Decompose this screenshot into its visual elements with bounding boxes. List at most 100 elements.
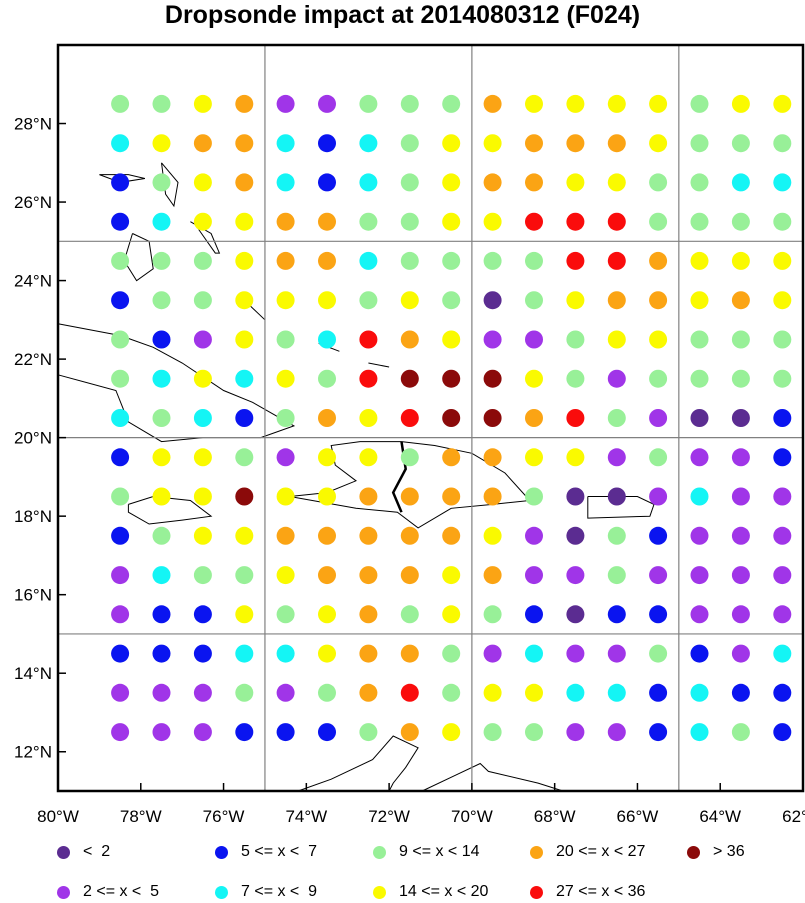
impact-dot: [276, 330, 295, 349]
impact-dot: [276, 644, 295, 663]
impact-dot: [649, 409, 668, 427]
impact-dot: [442, 683, 461, 702]
andros-coastline: [123, 233, 154, 282]
impact-dot: [152, 644, 171, 663]
impact-dot: [690, 644, 709, 663]
legend-label: 14 <= x < 20: [399, 883, 489, 900]
impact-dot: [773, 566, 792, 585]
impact-dot: [773, 330, 792, 349]
impact-dot: [442, 409, 461, 427]
impact-dot: [193, 526, 212, 545]
impact-dot: [152, 605, 171, 624]
impact-dot: [607, 94, 626, 113]
impact-dot: [235, 212, 254, 231]
impact-dot: [731, 330, 750, 349]
impact-dot: [235, 526, 254, 545]
impact-dot: [525, 605, 543, 624]
impact-dot: [649, 683, 668, 702]
impact-dot: [193, 683, 212, 702]
legend-swatch: [687, 845, 700, 859]
impact-dot: [442, 94, 461, 113]
impact-dot: [442, 134, 461, 153]
impact-dot: [607, 683, 626, 702]
impact-dot: [152, 487, 171, 506]
legend-swatch: [215, 885, 228, 899]
impact-dot: [400, 369, 419, 388]
impact-dot: [111, 94, 130, 113]
impact-dot: [359, 448, 378, 467]
impact-dot: [607, 369, 626, 388]
impact-dot: [566, 330, 585, 349]
impact-dot: [690, 369, 709, 388]
impact-dot: [731, 644, 750, 663]
legend-label: 2 <= x < 5: [83, 883, 160, 900]
y-tick-label: 26°N: [14, 193, 52, 212]
impact-dot: [193, 251, 212, 270]
legend-swatch: [57, 845, 70, 859]
impact-dot: [607, 251, 626, 270]
impact-dot: [731, 723, 750, 742]
impact-dot: [525, 644, 543, 663]
impact-dot: [400, 723, 419, 742]
impact-dot: [607, 487, 626, 506]
impact-dot: [483, 644, 502, 663]
legend-item: 14 <= x < 20: [373, 881, 488, 903]
impact-dot: [276, 683, 295, 702]
impact-dot: [731, 251, 750, 270]
impact-dot: [193, 487, 212, 506]
impact-dot: [566, 409, 585, 427]
impact-dot: [193, 409, 212, 427]
impact-dot: [690, 212, 709, 231]
impact-dot: [442, 448, 461, 467]
impact-dot: [152, 526, 171, 545]
impact-dot: [607, 134, 626, 153]
x-tick-label: 62°W: [782, 807, 805, 826]
impact-dot: [359, 566, 378, 585]
impact-dot: [649, 566, 668, 585]
impact-dot: [442, 644, 461, 663]
impact-dot: [525, 291, 543, 310]
impact-dot: [773, 448, 792, 467]
impact-dot: [607, 566, 626, 585]
impact-dot: [649, 134, 668, 153]
impact-dot: [525, 448, 543, 467]
impact-dot: [152, 173, 171, 192]
impact-dot: [690, 409, 709, 427]
impact-dot: [276, 369, 295, 388]
legend-label: 5 <= x < 7: [241, 843, 318, 860]
impact-dot: [690, 94, 709, 113]
impact-dot: [152, 291, 171, 310]
impact-dot: [773, 409, 792, 427]
impact-dot: [318, 448, 336, 467]
grid-layer: [58, 45, 803, 791]
impact-dot: [566, 566, 585, 585]
impact-dot: [690, 330, 709, 349]
impact-dot: [442, 605, 461, 624]
x-tick-label: 74°W: [285, 807, 327, 826]
impact-dot: [566, 683, 585, 702]
impact-dot: [235, 605, 254, 624]
impact-dot: [442, 251, 461, 270]
impact-dot: [359, 291, 378, 310]
impact-dot: [111, 251, 130, 270]
impact-dot: [318, 723, 336, 742]
impact-dot: [318, 251, 336, 270]
impact-dot: [773, 526, 792, 545]
impact-dot: [649, 448, 668, 467]
legend-item: < 2: [57, 841, 110, 863]
impact-dot: [400, 644, 419, 663]
legend-swatch: [215, 845, 228, 859]
y-tick-label: 20°N: [14, 429, 52, 448]
impact-dot: [773, 723, 792, 742]
impact-dot: [276, 566, 295, 585]
legend-item: 2 <= x < 5: [57, 881, 159, 903]
impact-dot: [152, 251, 171, 270]
impact-dot: [525, 251, 543, 270]
impact-dot: [649, 369, 668, 388]
impact-dot: [566, 526, 585, 545]
impact-dot: [318, 644, 336, 663]
impact-dot: [525, 526, 543, 545]
impact-dot: [607, 291, 626, 310]
impact-dot: [111, 134, 130, 153]
